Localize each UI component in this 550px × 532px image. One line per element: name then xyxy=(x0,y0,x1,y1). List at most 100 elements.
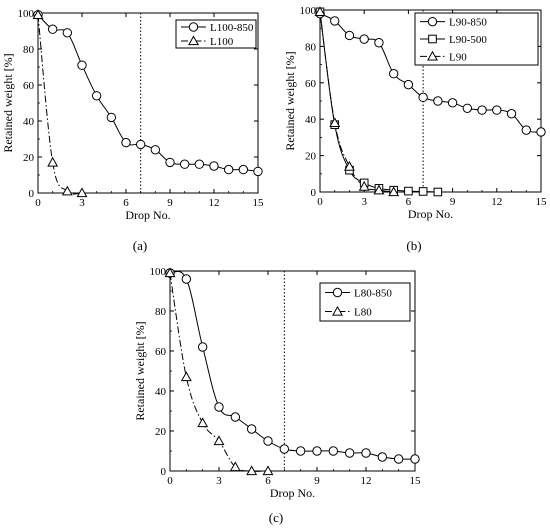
y-tick-label: 60 xyxy=(305,78,317,90)
data-point-L90 xyxy=(388,186,400,197)
x-tick-label: 0 xyxy=(167,475,173,487)
series-line-L90 xyxy=(319,11,394,193)
series-line-L80-850 xyxy=(169,270,416,460)
data-point-L90-850 xyxy=(403,79,414,90)
legend-marker xyxy=(188,22,199,32)
data-point-L90-500 xyxy=(404,186,413,196)
x-tick-label: 12 xyxy=(491,196,502,208)
data-point-L100-850 xyxy=(194,159,205,169)
data-point-L80-850 xyxy=(344,448,355,458)
data-point-L80-850 xyxy=(197,342,208,352)
data-point-L100 xyxy=(61,185,73,196)
data-point-L100-850 xyxy=(135,139,146,150)
chart-panel-3: 0 3 6 9 12 15 0 20 40 60 80 100 Drop No. Retained wei… xyxy=(133,266,421,525)
legend-marker xyxy=(427,16,438,27)
legend-label: L90 xyxy=(449,51,467,63)
y-tick-label: 100 xyxy=(300,5,317,17)
data-point-L100-850 xyxy=(91,91,102,101)
y-tick-label: 0 xyxy=(161,466,167,478)
panel-label: (b) xyxy=(406,238,421,253)
chart-panel-1: 0 3 6 9 12 15 0 20 40 60 80 100 Drop No. Retained wei… xyxy=(1,8,264,253)
data-point-L100-850 xyxy=(223,164,234,175)
legend-label: L100-850 xyxy=(210,22,254,34)
data-point-L100-850 xyxy=(47,24,58,34)
x-axis-label: Drop No. xyxy=(408,207,453,221)
data-point-L90-850 xyxy=(433,96,443,106)
legend-label: L90-500 xyxy=(449,34,487,46)
data-point-L100-850 xyxy=(77,60,87,70)
data-point-L80 xyxy=(229,461,241,472)
x-tick-label: 12 xyxy=(361,475,372,487)
data-point-L80-850 xyxy=(295,446,306,456)
y-tick-label: 60 xyxy=(23,80,35,92)
data-point-L80 xyxy=(180,371,192,382)
x-tick-label: 0 xyxy=(317,196,323,208)
data-point-L90 xyxy=(314,6,326,16)
data-point-L80-850 xyxy=(230,412,241,422)
y-axis-label: Retained weight [%] xyxy=(283,51,297,150)
data-point-L100-850 xyxy=(165,157,175,168)
x-tick-label: 9 xyxy=(314,475,320,487)
data-point-L100 xyxy=(47,156,59,167)
y-tick-label: 80 xyxy=(23,44,35,56)
y-tick-label: 80 xyxy=(155,306,167,318)
data-point-L80-850 xyxy=(246,424,257,434)
x-tick-label: 9 xyxy=(450,196,456,208)
x-tick-label: 6 xyxy=(123,197,129,209)
data-point-L80-850 xyxy=(361,448,371,458)
data-point-L90-850 xyxy=(330,16,340,26)
data-point-L90 xyxy=(329,117,341,128)
legend-marker xyxy=(188,35,199,46)
legend-label: L90-850 xyxy=(449,17,487,29)
legend-marker xyxy=(332,305,343,316)
data-point-L90-850 xyxy=(477,105,487,115)
data-point-L90 xyxy=(373,184,385,195)
chart-panel-2: 0 3 6 9 12 15 0 20 40 60 80 100 Drop No. Retained wei… xyxy=(283,5,547,253)
y-axis-label: Retained weight [%] xyxy=(1,53,15,152)
x-tick-label: 3 xyxy=(79,197,85,209)
x-tick-label: 15 xyxy=(410,475,422,487)
data-point-L90-850 xyxy=(462,103,473,113)
data-point-L100 xyxy=(32,9,44,19)
y-tick-label: 60 xyxy=(155,346,167,358)
x-tick-label: 3 xyxy=(361,196,367,208)
x-tick-label: 0 xyxy=(35,197,41,209)
series-line-L90-850 xyxy=(319,13,542,133)
data-point-L80-850 xyxy=(181,274,192,284)
data-point-L100-850 xyxy=(238,164,249,175)
data-point-L100-850 xyxy=(253,166,263,177)
data-point-L90-850 xyxy=(374,38,384,48)
legend-label: L80 xyxy=(354,307,372,319)
data-point-L100-850 xyxy=(150,145,161,155)
data-point-L80-850 xyxy=(279,444,290,454)
data-point-L100-850 xyxy=(106,112,117,123)
data-point-L80 xyxy=(246,465,258,476)
y-tick-label: 20 xyxy=(305,151,317,163)
data-point-L80 xyxy=(197,417,209,428)
y-tick-label: 20 xyxy=(23,152,35,164)
y-tick-label: 100 xyxy=(150,266,167,278)
x-tick-label: 15 xyxy=(536,196,548,208)
legend-marker xyxy=(332,287,343,298)
x-tick-label: 6 xyxy=(406,196,412,208)
legend-label: L100 xyxy=(210,36,234,48)
data-point-L100-850 xyxy=(62,28,73,38)
legend-marker xyxy=(427,50,438,61)
x-tick-label: 3 xyxy=(216,475,222,487)
y-tick-label: 40 xyxy=(155,386,167,398)
data-point-L100-850 xyxy=(121,137,131,148)
x-tick-label: 12 xyxy=(209,197,220,209)
data-point-L90-500 xyxy=(418,187,428,196)
series-line-L100-850 xyxy=(37,14,259,172)
x-axis-label: Drop No. xyxy=(270,486,315,500)
data-point-L80-850 xyxy=(393,454,404,464)
data-point-L90-850 xyxy=(388,69,399,79)
y-tick-label: 40 xyxy=(23,116,35,128)
data-point-L100 xyxy=(76,187,88,198)
data-point-L90-850 xyxy=(447,98,458,108)
y-tick-label: 0 xyxy=(311,187,317,199)
x-tick-label: 15 xyxy=(253,197,265,209)
y-axis-label: Retained weight [%] xyxy=(133,321,147,420)
data-point-L80 xyxy=(213,435,225,446)
